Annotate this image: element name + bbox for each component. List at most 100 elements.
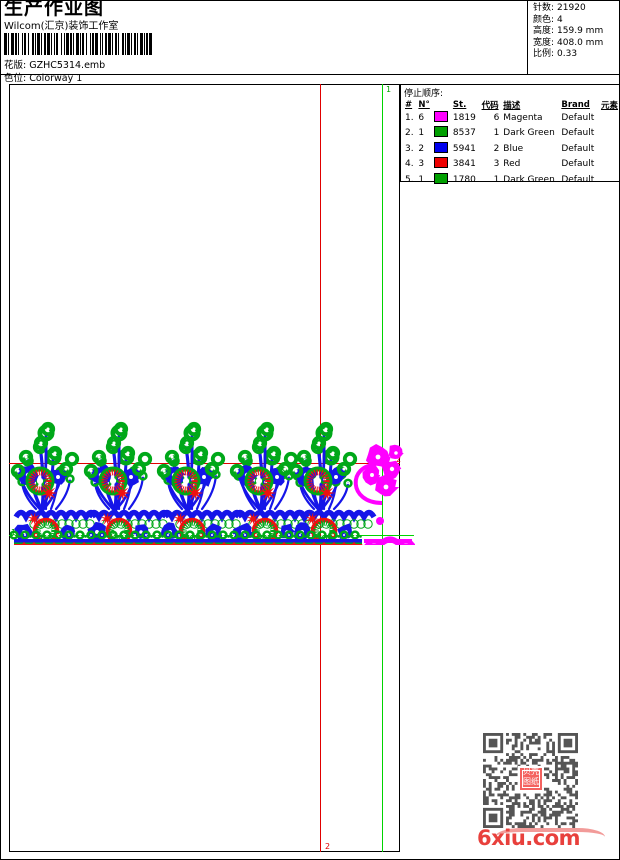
col-description: 描述 <box>503 101 521 111</box>
watermark-swoosh <box>495 828 605 846</box>
info-value: 21920 <box>557 3 586 13</box>
cell-needle: 1 <box>418 128 425 139</box>
watermark: 6xiu.com <box>475 826 605 852</box>
col-index: # <box>405 100 413 110</box>
studio-name: Wilcom(汇京)装饰工作室 <box>4 21 119 32</box>
cell-brand: Default <box>561 113 595 123</box>
col-swatch <box>432 99 450 111</box>
table-row[interactable]: 5. 1 1780 1 Dark Green Default <box>403 172 620 188</box>
cell-needle: 1 <box>418 174 425 185</box>
design-info-panel: 针数: 21920 颜色: 4 高度: 159.9 mm 宽度: 408.0 m… <box>528 0 620 75</box>
cell-code: 1 <box>493 174 500 185</box>
stop-sequence-panel: 停止顺序: # N° St. 代码 描述 Brand 元素 1. 6 1819 6 Ma… <box>400 84 620 185</box>
info-row-height: 高度: 159.9 mm <box>533 26 620 38</box>
color-swatch <box>434 111 449 122</box>
barcode <box>4 33 164 55</box>
info-label: 高度: <box>533 26 555 37</box>
info-row-width: 宽度: 408.0 mm <box>533 38 620 50</box>
info-value: 0.33 <box>557 49 578 60</box>
embroidery-artwork <box>10 395 415 545</box>
stop-sequence-title: 停止顺序: <box>404 89 444 99</box>
info-row-colors: 颜色: 4 <box>533 15 620 27</box>
col-brand: Brand <box>561 100 590 110</box>
colorway-label: 色位: <box>4 73 27 84</box>
cell-stitches: 8537 <box>452 128 476 139</box>
col-needle: N° <box>418 100 430 110</box>
cell-stitches: 1780 <box>452 174 476 185</box>
table-row[interactable]: 4. 3 3841 3 Red Default <box>403 157 620 172</box>
cell-description: Red <box>503 159 521 170</box>
colorway-row: 色位: Colorway 1 <box>4 70 82 84</box>
info-label: 比例: <box>533 49 555 60</box>
design-file-value: GZHC5314.emb <box>29 60 106 71</box>
cell-index: 3. <box>405 143 414 154</box>
cell-brand: Default <box>561 174 595 185</box>
cell-description: Dark Green <box>503 128 555 139</box>
table-row[interactable]: 1. 6 1819 6 Magenta Default <box>403 111 620 126</box>
cell-index: 1. <box>405 113 414 123</box>
page-title: 生产作业图 <box>4 0 105 19</box>
cell-description: Dark Green <box>503 174 555 185</box>
watermark-site: 6xiu.com <box>477 826 581 850</box>
table-header-row: # N° St. 代码 描述 Brand 元素 <box>403 99 620 111</box>
cell-needle: 3 <box>418 159 425 170</box>
guide-marker-right: 2 <box>396 455 402 464</box>
cell-needle: 2 <box>418 143 425 154</box>
cell-index: 5. <box>405 174 414 185</box>
col-code: 代码 <box>481 101 499 111</box>
cell-brand: Default <box>561 159 595 170</box>
guide-marker-left: 1 <box>11 528 17 537</box>
qr-center-logo: 贝壳图纸 <box>518 766 544 792</box>
info-label: 宽度: <box>533 37 555 48</box>
stop-sequence-table: # N° St. 代码 描述 Brand 元素 1. 6 1819 6 Magenta D… <box>403 99 620 188</box>
cell-description: Blue <box>503 143 524 154</box>
info-label: 针数: <box>533 3 555 13</box>
title-block: 生产作业图 Wilcom(汇京)装饰工作室 花版: GZHC5314.emb 色… <box>0 0 528 84</box>
cell-color-swatch <box>432 157 450 172</box>
color-swatch <box>434 141 449 153</box>
cell-element <box>599 142 620 157</box>
cell-element <box>599 111 620 126</box>
cell-element <box>599 173 620 188</box>
cell-code: 6 <box>493 113 500 123</box>
cell-stitches: 3841 <box>452 159 476 170</box>
cell-element <box>599 157 620 172</box>
cell-index: 4. <box>405 159 414 170</box>
cell-stitches: 5941 <box>452 143 476 154</box>
cell-index: 2. <box>405 128 414 139</box>
artwork-svg <box>10 421 415 545</box>
info-value: 159.9 mm <box>557 26 604 37</box>
info-label: 颜色: <box>533 14 555 25</box>
color-swatch <box>434 157 449 169</box>
cell-color-swatch <box>432 172 450 188</box>
cell-stitches: 1819 <box>452 113 476 123</box>
color-swatch <box>434 172 449 184</box>
col-element: 元素 <box>600 101 618 111</box>
design-file-label: 花版: <box>4 60 27 71</box>
color-swatch <box>434 126 449 138</box>
col-stitches: St. <box>452 100 467 110</box>
design-file-row: 花版: GZHC5314.emb <box>4 57 105 71</box>
qr-logo-text: 贝壳图纸 <box>523 767 539 786</box>
cell-code: 3 <box>493 159 500 170</box>
colorway-value: Colorway 1 <box>29 73 83 84</box>
table-row[interactable]: 3. 2 5941 2 Blue Default <box>403 141 620 157</box>
cell-needle: 6 <box>418 113 425 123</box>
cell-brand: Default <box>561 143 595 154</box>
cell-color-swatch <box>432 126 450 141</box>
qr-code: 贝壳图纸 <box>483 733 578 828</box>
cell-color-swatch <box>432 141 450 157</box>
cell-element <box>599 126 620 141</box>
info-value: 408.0 mm <box>557 37 604 48</box>
guide-marker-bottom: 2 <box>325 842 331 851</box>
info-row-stitches: 针数: 21920 <box>533 3 620 15</box>
cell-brand: Default <box>561 128 595 139</box>
info-row-scale: 比例: 0.33 <box>533 49 620 61</box>
info-value: 4 <box>557 14 563 25</box>
table-row[interactable]: 2. 1 8537 1 Dark Green Default <box>403 126 620 141</box>
cell-color-swatch <box>432 111 450 126</box>
cell-code: 1 <box>493 128 500 139</box>
cell-code: 2 <box>493 143 500 154</box>
guide-marker-top: 1 <box>386 85 392 94</box>
